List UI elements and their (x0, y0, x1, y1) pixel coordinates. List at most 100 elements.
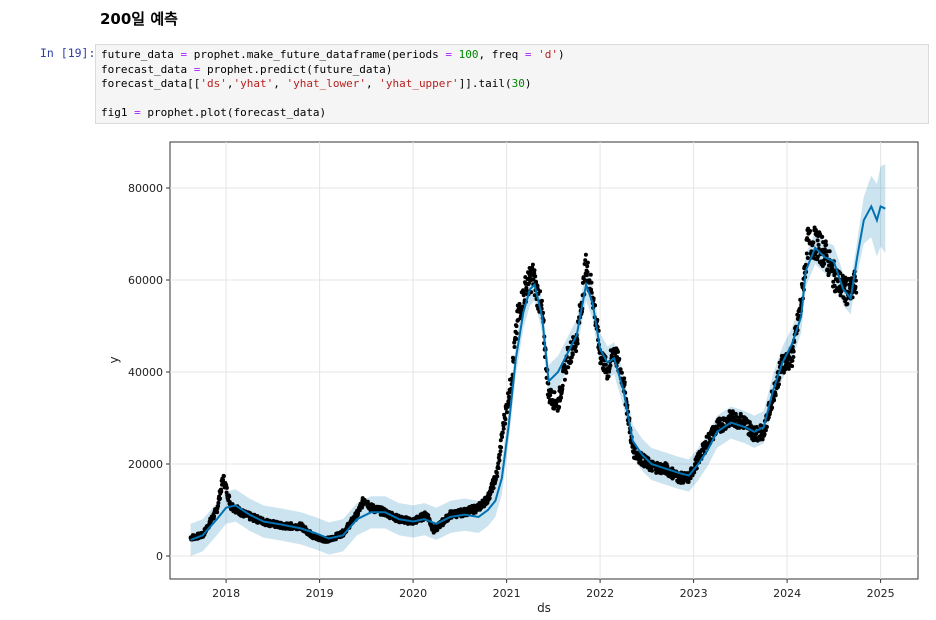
y-tick-label: 20000 (128, 458, 163, 471)
observed-point (770, 405, 775, 410)
code-token: prophet.predict(future_data) (200, 62, 393, 76)
observed-point (805, 256, 810, 260)
observed-point (490, 489, 494, 494)
observed-point (853, 278, 858, 283)
x-tick-label: 2020 (399, 587, 427, 600)
observed-point (493, 477, 498, 482)
observed-point (589, 290, 594, 295)
y-tick-label: 60000 (128, 274, 163, 287)
code-token: = (134, 106, 141, 119)
observed-point (827, 249, 832, 254)
code-line: fig1 = prophet.plot(forecast_data) (101, 106, 923, 121)
observed-point (764, 424, 769, 429)
observed-point (560, 387, 565, 391)
observed-point (581, 275, 586, 280)
observed-point (371, 503, 376, 508)
observed-point (487, 496, 492, 501)
observed-point (843, 275, 848, 280)
observed-point (853, 284, 858, 289)
y-axis-label: y (107, 356, 121, 363)
observed-point (498, 438, 503, 443)
observed-point (505, 410, 509, 415)
code-token: 'yhat' (233, 77, 274, 90)
code-token: forecast_data[[ (101, 77, 201, 90)
observed-point (619, 370, 624, 375)
observed-point (216, 500, 221, 505)
observed-point (535, 283, 540, 288)
observed-point (532, 293, 537, 298)
code-token: forecast_data (101, 62, 194, 76)
observed-point (791, 355, 796, 359)
observed-point (622, 376, 627, 381)
observed-point (514, 324, 519, 329)
observed-point (820, 234, 825, 239)
observed-point (575, 341, 580, 346)
observed-point (506, 402, 511, 407)
code-line: forecast_data = prophet.predict(future_d… (101, 63, 923, 78)
code-token: = (445, 48, 453, 61)
observed-point (584, 273, 589, 278)
observed-point (215, 510, 220, 515)
observed-point (585, 260, 590, 265)
x-tick-label: 2022 (586, 587, 614, 600)
observed-point (540, 298, 544, 303)
code-token: ) (524, 77, 532, 90)
observed-point (608, 363, 613, 368)
observed-point (524, 288, 529, 293)
observed-point (763, 428, 768, 433)
observed-point (808, 229, 813, 233)
y-axis-ticks: 0 20000 40000 60000 80000 (128, 182, 170, 563)
observed-point (365, 499, 370, 504)
code-token: 100 (458, 48, 479, 61)
x-tick-label: 2019 (306, 587, 334, 600)
observed-point (494, 470, 499, 475)
observed-point (849, 276, 854, 281)
code-cell[interactable]: future_data = prophet.make_future_datafr… (95, 44, 929, 124)
observed-point (564, 370, 569, 375)
forecast-plot: 2018 2019 2020 2021 2022 2023 2024 2025 0 20000 4… (107, 141, 919, 615)
observed-point (514, 336, 519, 341)
code-token (452, 48, 459, 61)
code-token: 'yhat_upper' (379, 77, 459, 90)
observed-point (560, 383, 565, 388)
observed-point (773, 393, 778, 398)
observed-point (583, 252, 588, 257)
observed-point (585, 264, 590, 269)
observed-point (538, 289, 543, 294)
code-token: 'yhat_lower' (286, 77, 366, 90)
code-token: = (524, 48, 532, 61)
observed-point (824, 242, 829, 247)
observed-point (491, 486, 496, 490)
observed-point (570, 352, 575, 357)
observed-point (760, 437, 765, 442)
observed-point (522, 291, 526, 296)
observed-point (822, 247, 827, 252)
observed-point (815, 254, 820, 259)
uncertainty-band (190, 164, 886, 556)
code-token: ]].tail( (458, 77, 512, 90)
x-axis-label: ds (537, 601, 551, 615)
observed-point (212, 514, 217, 519)
observed-point (766, 415, 771, 420)
observed-point (832, 283, 837, 288)
observed-point (830, 263, 835, 268)
observed-point (497, 458, 502, 463)
observed-point (790, 364, 795, 369)
y-tick-label: 40000 (128, 366, 163, 379)
observed-point (500, 435, 505, 439)
observed-point (603, 362, 608, 367)
observed-point (221, 474, 226, 479)
code-token: = (180, 48, 188, 61)
observed-point (357, 508, 362, 513)
code-token: , (226, 77, 234, 90)
observed-point (591, 296, 596, 301)
observed-point (854, 290, 859, 295)
observed-point (514, 331, 519, 336)
observed-point (589, 280, 594, 285)
section-heading: 200일 예측 (100, 10, 178, 28)
observed-point (823, 239, 828, 244)
observed-point (747, 420, 752, 425)
observed-point (227, 494, 232, 499)
observed-point (495, 474, 500, 479)
code-line (101, 92, 923, 107)
